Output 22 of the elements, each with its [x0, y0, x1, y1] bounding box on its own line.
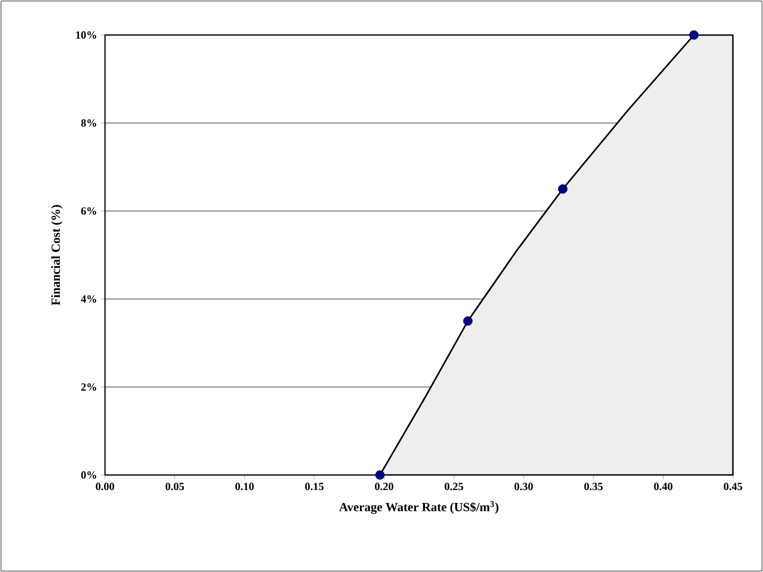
x-tick-label: 0.00 — [96, 482, 114, 490]
x-tick-label: 0.05 — [166, 482, 184, 490]
y-tick-label: 8% — [81, 119, 96, 127]
x-tick-label: 0.30 — [514, 482, 533, 490]
x-tick-label: 0.10 — [235, 482, 254, 490]
x-tick-label: 0.15 — [305, 482, 324, 490]
x-tick-label: 0.35 — [584, 482, 603, 490]
y-axis-title: Financial Cost (%) — [51, 205, 62, 306]
point — [375, 470, 385, 480]
x-tick-label: 0.20 — [374, 482, 394, 490]
x-axis-title: Average Water Rate (US$/m$^{3}$) — [339, 501, 498, 514]
y-tick-label: 2% — [81, 383, 96, 391]
y-tick-label: 6% — [81, 207, 96, 215]
x-tick-label: 0.45 — [724, 482, 742, 490]
x-tick-label: 0.40 — [654, 482, 672, 490]
point — [463, 316, 473, 326]
y-tick-label: 10% — [76, 31, 96, 39]
y-tick-label: 4% — [80, 295, 96, 303]
point — [558, 184, 568, 194]
y-tick-label: 0% — [81, 471, 96, 479]
x-tick-label: 0.25 — [444, 482, 464, 490]
point — [689, 30, 699, 40]
